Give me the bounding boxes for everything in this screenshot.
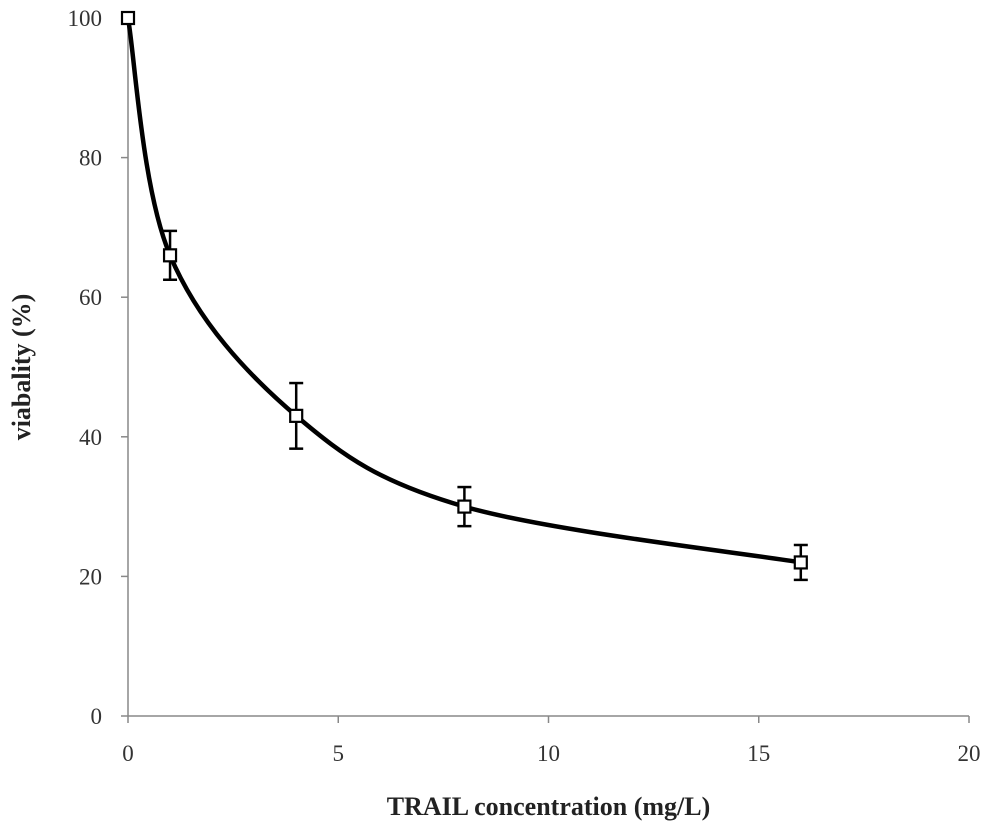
x-tick-label: 10 [537, 741, 560, 766]
data-point-marker [162, 248, 178, 263]
y-axis-title: viabality (%) [7, 294, 36, 441]
data-point-marker [457, 499, 472, 514]
y-tick-label: 100 [68, 6, 103, 31]
series-layer [120, 10, 808, 582]
x-tick-label: 15 [747, 741, 770, 766]
data-point-marker [289, 408, 304, 423]
data-point-marker [120, 10, 136, 26]
plot-area: 0 5 10 15 20 0 20 40 60 80 100 [68, 6, 981, 766]
y-axis-ticks: 0 20 40 60 80 100 [68, 6, 128, 729]
x-axis-ticks: 0 5 10 15 20 [122, 716, 981, 766]
y-tick-label: 40 [79, 425, 102, 450]
x-tick-label: 5 [333, 741, 345, 766]
y-tick-label: 0 [91, 704, 103, 729]
y-tick-label: 60 [79, 285, 102, 310]
y-tick-label: 20 [79, 564, 102, 589]
x-tick-label: 0 [122, 741, 134, 766]
data-point-marker [793, 555, 808, 570]
y-tick-label: 80 [79, 146, 102, 171]
x-axis-title: TRAIL concentration (mg/L) [387, 792, 711, 821]
series-line [125, 17, 802, 565]
x-tick-label: 20 [958, 741, 981, 766]
